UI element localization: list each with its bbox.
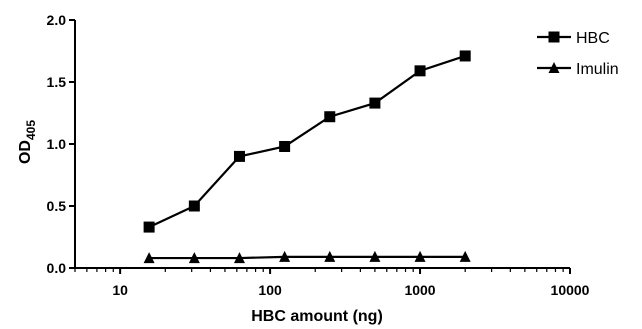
data-point [324, 111, 336, 123]
y-axis-title: OD405 [17, 120, 38, 164]
data-point [143, 221, 155, 233]
y-tick-label: 2.0 [47, 12, 67, 28]
data-point [279, 140, 291, 152]
data-point [188, 200, 200, 212]
data-point [188, 252, 200, 264]
data-point [369, 250, 381, 262]
legend-marker [548, 31, 560, 43]
series-line [149, 255, 466, 260]
data-point [279, 250, 291, 262]
y-tick-label: 1.5 [47, 74, 67, 90]
data-point [324, 250, 336, 262]
data-point [233, 252, 245, 264]
series-hbc [143, 50, 471, 233]
y-axis-title-subscript: 405 [24, 120, 38, 140]
y-axis-title-main: OD [17, 140, 34, 164]
legend-marker [548, 62, 560, 73]
legend-label: HBC [576, 30, 610, 47]
axes: 0.0 0.5 1.0 1.5 2.0 10 100 1000 10000 [47, 12, 590, 298]
data-point [459, 50, 471, 62]
x-axis-title: HBC amount (ng) [251, 308, 383, 325]
data-point [459, 250, 471, 262]
series-imulin [143, 250, 471, 264]
legend: HBC Imulin [537, 30, 619, 78]
y-tick-label: 0.0 [47, 260, 67, 276]
legend-item-hbc: HBC [537, 30, 610, 47]
x-tick-label: 100 [258, 282, 282, 298]
x-tick-label: 10 [112, 282, 128, 298]
data-point [369, 97, 381, 109]
legend-item-imulin: Imulin [537, 61, 619, 78]
series-line [148, 54, 466, 229]
y-tick-label: 1.0 [47, 136, 67, 152]
legend-label: Imulin [576, 61, 619, 78]
data-point [414, 250, 426, 262]
x-tick-label: 1000 [404, 282, 435, 298]
series-layer [143, 50, 471, 264]
data-point [233, 150, 245, 162]
data-point [414, 65, 426, 77]
x-tick-label: 10000 [551, 282, 590, 298]
data-point [143, 252, 155, 264]
y-tick-label: 0.5 [47, 198, 67, 214]
